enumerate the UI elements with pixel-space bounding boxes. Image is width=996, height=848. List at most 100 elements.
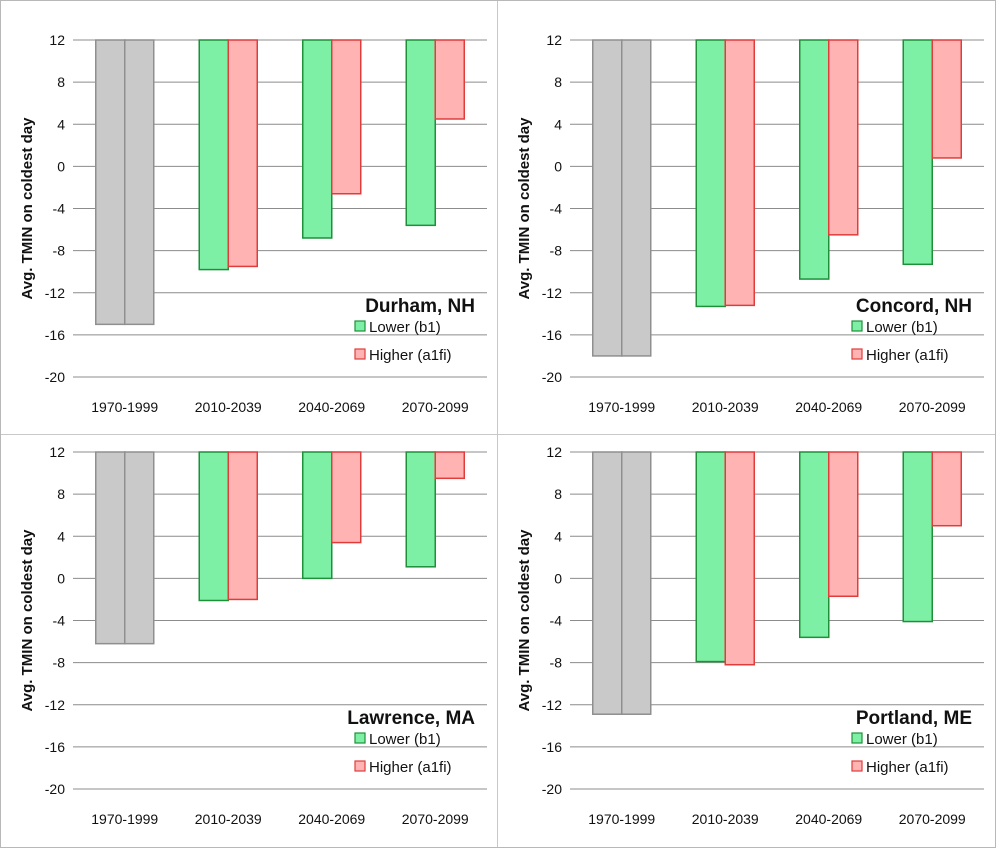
legend-entry-higher-swatch (354, 348, 366, 360)
bar-higher-a1fi (227, 451, 258, 601)
bar-historical-2 (124, 451, 155, 645)
legend-entry-higher-label: Higher (a1fi) (369, 347, 452, 364)
bar-lower-b1 (902, 39, 933, 266)
x-tick-label: 2010-2039 (195, 811, 262, 827)
x-tick-label: 2010-2039 (692, 811, 759, 827)
y-tick-label: 0 (57, 570, 65, 586)
x-tick-label: 2040-2069 (298, 399, 365, 415)
bar-lower-b1 (695, 39, 726, 308)
legend-entry-lower-swatch (851, 732, 863, 744)
legend-entry-lower-swatch (354, 320, 366, 332)
bar-lower-b1 (198, 39, 229, 271)
y-tick-label: 8 (57, 74, 65, 90)
bar-lower-b1 (799, 39, 830, 280)
y-tick-label: 4 (554, 528, 562, 544)
x-tick-label: 1970-1999 (588, 811, 655, 827)
bar-historical-1 (592, 39, 623, 357)
y-tick-label: -20 (542, 369, 562, 385)
legend-entry-higher-label: Higher (a1fi) (866, 347, 949, 364)
y-tick-label: 12 (49, 32, 65, 48)
x-tick-label: 1970-1999 (91, 811, 158, 827)
y-tick-label: -20 (45, 369, 65, 385)
y-tick-label: -8 (53, 655, 66, 671)
y-tick-label: -16 (45, 739, 65, 755)
bar-lower-b1 (902, 451, 933, 623)
bar-higher-a1fi (331, 39, 362, 195)
bar-historical-1 (95, 451, 126, 645)
bar-higher-a1fi (227, 39, 258, 268)
y-tick-label: -12 (45, 285, 65, 301)
y-axis-label: Avg. TMIN on coldest day (516, 529, 533, 712)
bar-lower-b1 (695, 451, 726, 663)
y-tick-label: 8 (554, 486, 562, 502)
y-tick-label: -8 (550, 655, 563, 671)
panel-divider-horizontal (1, 434, 995, 435)
legend-entry-higher-swatch (851, 760, 863, 772)
bar-lower-b1 (405, 451, 436, 568)
y-tick-label: -8 (550, 243, 563, 259)
y-tick-label: -8 (53, 243, 66, 259)
bar-lower-b1 (198, 451, 229, 602)
chart-title: Portland, ME (856, 708, 972, 729)
bar-lower-b1 (405, 39, 436, 227)
legend-entry-higher-label: Higher (a1fi) (369, 759, 452, 776)
legend-entry-lower-label: Lower (b1) (369, 319, 441, 336)
bar-historical-2 (124, 39, 155, 326)
y-tick-label: -20 (45, 781, 65, 797)
bar-higher-a1fi (724, 451, 755, 666)
legend-entry-higher-label: Higher (a1fi) (866, 759, 949, 776)
bar-historical-2 (621, 451, 652, 715)
y-tick-label: 4 (57, 116, 65, 132)
chart-panel-durham-nh: 12 8 4 0 -4 -8 -12 -16 -20 Avg. TMIN on coldest d… (19, 32, 487, 415)
y-tick-label: 4 (554, 116, 562, 132)
bar-higher-a1fi (828, 451, 859, 598)
bar-lower-b1 (799, 451, 830, 639)
x-tick-label: 2010-2039 (692, 399, 759, 415)
bar-historical-2 (621, 39, 652, 357)
chart-title: Durham, NH (365, 296, 475, 317)
y-tick-label: -4 (550, 201, 563, 217)
y-tick-label: 12 (546, 32, 562, 48)
bar-historical-1 (592, 451, 623, 715)
chart-title: Lawrence, MA (347, 708, 475, 729)
y-tick-label: 0 (554, 158, 562, 174)
x-tick-label: 2070-2099 (899, 811, 966, 827)
x-tick-label: 2040-2069 (795, 399, 862, 415)
panel-divider-vertical (497, 1, 498, 847)
bar-historical-1 (95, 39, 126, 326)
x-tick-label: 2070-2099 (899, 399, 966, 415)
bar-higher-a1fi (931, 39, 962, 159)
y-tick-label: 8 (57, 486, 65, 502)
x-tick-label: 1970-1999 (588, 399, 655, 415)
bar-higher-a1fi (434, 451, 465, 480)
y-axis-label: Avg. TMIN on coldest day (19, 529, 36, 712)
y-tick-label: -20 (542, 781, 562, 797)
y-tick-label: -4 (53, 201, 66, 217)
y-tick-label: -4 (53, 613, 66, 629)
y-tick-label: -4 (550, 613, 563, 629)
y-tick-label: 4 (57, 528, 65, 544)
bar-higher-a1fi (434, 39, 465, 120)
y-tick-label: -16 (45, 327, 65, 343)
legend-entry-lower-label: Lower (b1) (369, 731, 441, 748)
y-tick-label: -16 (542, 327, 562, 343)
chart-panel-lawrence-ma: 12 8 4 0 -4 -8 -12 -16 -20 Avg. TMIN on coldest d… (19, 444, 487, 827)
legend-entry-lower-swatch (354, 732, 366, 744)
y-tick-label: -12 (542, 697, 562, 713)
x-tick-label: 2070-2099 (402, 811, 469, 827)
y-tick-label: -16 (542, 739, 562, 755)
chart-panel-concord-nh: 12 8 4 0 -4 -8 -12 -16 -20 Avg. TMIN on coldest d… (516, 32, 984, 415)
bar-higher-a1fi (331, 451, 362, 544)
chart-title: Concord, NH (856, 296, 972, 317)
legend-entry-lower-label: Lower (b1) (866, 319, 938, 336)
chart-panel-portland-me: 12 8 4 0 -4 -8 -12 -16 -20 Avg. TMIN on coldest d… (516, 444, 984, 827)
legend-entry-higher-swatch (851, 348, 863, 360)
y-axis-label: Avg. TMIN on coldest day (516, 117, 533, 300)
legend-entry-lower-swatch (851, 320, 863, 332)
legend-entry-lower-label: Lower (b1) (866, 731, 938, 748)
bar-higher-a1fi (828, 39, 859, 236)
x-tick-label: 2010-2039 (195, 399, 262, 415)
bar-higher-a1fi (724, 39, 755, 307)
